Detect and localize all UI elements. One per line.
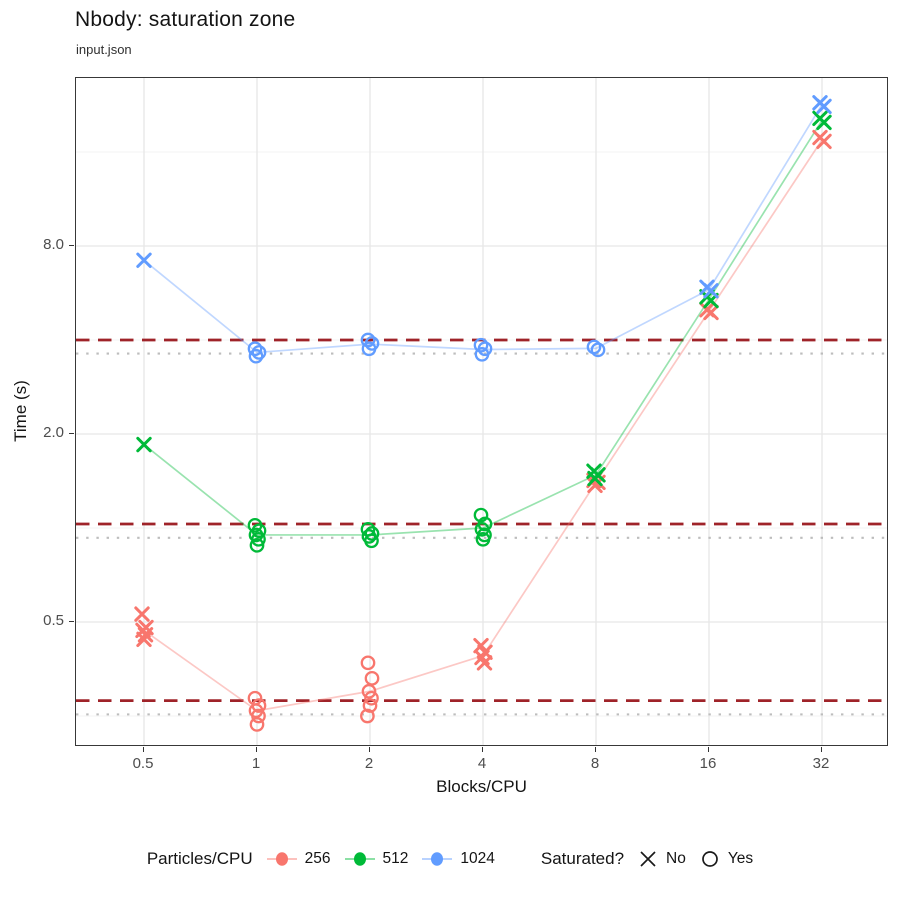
data-point-circle-512 <box>475 531 491 547</box>
data-point-circle-256 <box>361 683 377 699</box>
data-point-circle-256 <box>360 655 376 671</box>
data-point-x-256 <box>473 637 489 654</box>
x-tick-mark <box>481 747 483 752</box>
legend-shape-title: Saturated? <box>540 849 625 868</box>
data-point-circle-256 <box>364 690 379 706</box>
data-point-circle-1024 <box>473 337 489 353</box>
x-tick-mark <box>820 747 822 752</box>
legend-point-line-icon <box>422 852 453 866</box>
legend-item-label: 512 <box>382 850 409 867</box>
data-point-circle-512 <box>364 533 379 549</box>
y-tick-mark <box>69 432 74 434</box>
data-point-circle-1024 <box>361 341 377 357</box>
chart-subtitle: input.json <box>76 42 132 57</box>
legend-color-items: 256 512 1024 <box>266 849 495 869</box>
legend-item-label: No <box>666 850 686 867</box>
data-point-circle-256 <box>249 717 265 732</box>
legend-item-No: No <box>637 848 686 870</box>
data-point-circle-1024 <box>474 346 490 362</box>
x-tick-mark <box>142 747 144 752</box>
legend-point-line-icon <box>344 852 375 866</box>
x-tick-label: 1 <box>251 755 261 772</box>
legend-item-label: 256 <box>304 850 331 867</box>
data-point-x-512 <box>587 470 603 487</box>
legend-item-512: 512 <box>344 849 409 869</box>
data-point-circle-256 <box>364 670 380 686</box>
legend-color-title: Particles/CPU <box>146 849 253 868</box>
x-tick-label: 16 <box>699 755 717 772</box>
legend: Particles/CPU 256 512 1024 Saturated? No Ye… <box>0 841 900 877</box>
chart-title: Nbody: saturation zone <box>75 8 296 31</box>
x-axis-title: Blocks/CPU <box>436 777 527 796</box>
x-tick-label: 2 <box>364 755 374 772</box>
data-point-x-256 <box>703 304 719 321</box>
legend-item-Yes: Yes <box>699 848 753 870</box>
data-point-circle-1024 <box>248 348 264 364</box>
y-tick-label: 8.0 <box>43 236 64 253</box>
data-point-circle-512 <box>473 507 489 523</box>
x-shape-icon <box>640 851 656 867</box>
data-point-circle-512 <box>364 526 380 541</box>
legend-item-256: 256 <box>266 849 331 869</box>
data-point-x-512 <box>136 436 152 453</box>
plot-panel <box>75 77 888 746</box>
legend-shape-items: No Yes <box>637 848 753 870</box>
data-point-x-1024 <box>136 252 152 268</box>
legend-item-label: 1024 <box>460 850 495 867</box>
legend-color-group: Particles/CPU 256 512 1024 <box>147 849 495 869</box>
data-point-x-256 <box>476 655 493 671</box>
data-point-x-256 <box>134 606 150 622</box>
circle-shape-icon <box>702 851 718 867</box>
y-tick-label: 0.5 <box>43 612 64 629</box>
data-point-x-1024 <box>816 98 832 115</box>
y-tick-label: 2.0 <box>43 424 64 441</box>
legend-item-label: Yes <box>727 850 754 867</box>
y-tick-mark <box>69 620 74 622</box>
legend-item-1024: 1024 <box>421 849 495 869</box>
y-axis-title: Time (s) <box>11 380 30 442</box>
data-point-x-512 <box>816 114 832 131</box>
data-point-x-256 <box>136 631 152 648</box>
data-point-circle-256 <box>251 708 266 724</box>
data-point-circle-1024 <box>247 341 263 357</box>
data-point-circle-256 <box>360 708 375 724</box>
data-point-x-1024 <box>703 283 719 299</box>
x-tick-label: 8 <box>590 755 600 772</box>
data-point-x-256 <box>816 133 832 150</box>
x-tick-label: 0.5 <box>132 755 154 772</box>
data-point-circle-1024 <box>360 332 376 348</box>
data-point-circle-1024 <box>590 342 606 358</box>
x-tick-mark <box>368 747 370 752</box>
data-point-circle-1024 <box>251 345 267 360</box>
x-tick-mark <box>594 747 596 752</box>
legend-point-line-icon <box>266 852 297 866</box>
y-tick-mark <box>69 244 74 246</box>
x-tick-label: 32 <box>812 755 830 772</box>
plot-canvas <box>76 78 887 745</box>
data-point-circle-512 <box>251 531 266 547</box>
data-point-circle-512 <box>249 537 265 553</box>
x-tick-mark <box>255 747 257 752</box>
x-tick-label: 4 <box>477 755 487 772</box>
data-point-x-256 <box>137 627 154 643</box>
x-tick-mark <box>707 747 709 752</box>
legend-shape-group: Saturated? No Yes <box>541 848 753 870</box>
data-point-circle-256 <box>362 698 378 713</box>
